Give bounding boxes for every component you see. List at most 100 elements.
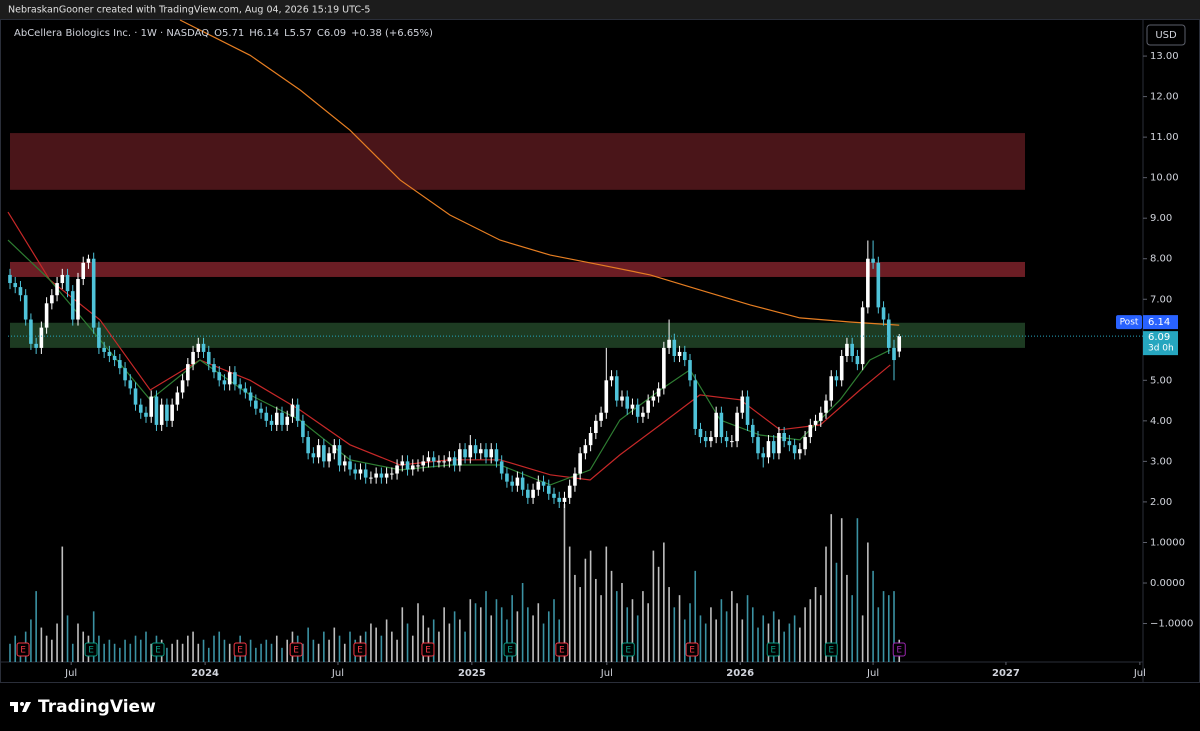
volume-bar xyxy=(699,615,702,662)
volume-bar xyxy=(302,643,304,662)
volume-bar xyxy=(56,623,58,662)
candle-body xyxy=(897,336,902,352)
candle-body xyxy=(798,449,802,454)
volume-bar xyxy=(197,643,200,662)
candle-body xyxy=(688,360,692,381)
candle-body xyxy=(463,449,467,458)
candle-body xyxy=(876,262,881,308)
candle-body xyxy=(620,396,624,401)
event-marker xyxy=(16,642,30,657)
candle-body xyxy=(698,428,703,438)
volume-bar xyxy=(464,631,466,662)
currency-box[interactable] xyxy=(1146,24,1186,46)
volume-bar xyxy=(500,607,503,662)
volume-bar xyxy=(401,607,404,662)
legend-title: AbCellera Biologics Inc. · 1W · NASDAQ xyxy=(14,28,209,39)
volume-bar xyxy=(469,599,472,662)
volume-bar xyxy=(788,623,791,662)
volume-bar xyxy=(840,518,843,662)
volume-bar xyxy=(647,603,649,662)
volume-bar xyxy=(448,623,451,662)
volume-bar xyxy=(757,627,759,662)
candle-body xyxy=(641,412,645,417)
volume-bar xyxy=(621,583,623,662)
event-label: E xyxy=(293,646,299,656)
volume-bar xyxy=(610,570,613,662)
candle-body xyxy=(290,404,295,417)
y-tick-label: 8.00 xyxy=(1150,254,1172,265)
candle-body xyxy=(808,424,813,438)
candle-body xyxy=(803,437,807,450)
candle-body xyxy=(515,477,520,486)
legend-value: C6.09 xyxy=(317,28,346,39)
volume-bar xyxy=(532,615,534,662)
volume-bar xyxy=(338,635,341,662)
candle-body xyxy=(546,485,551,494)
volume-bar xyxy=(605,546,608,662)
candle-body xyxy=(510,481,514,486)
candle-body xyxy=(421,461,426,466)
volume-bar xyxy=(103,643,105,662)
candle-body xyxy=(557,497,562,502)
volume-bar xyxy=(312,639,315,662)
candle-body xyxy=(301,420,305,438)
volume-bar xyxy=(804,607,806,662)
candle-body xyxy=(667,339,671,348)
candle-body xyxy=(478,449,483,454)
candle-body xyxy=(750,424,755,438)
candle-body xyxy=(756,437,760,454)
zone xyxy=(10,133,1025,190)
candle-body xyxy=(782,433,786,442)
candle-body xyxy=(186,364,190,381)
volume-bar xyxy=(134,635,137,662)
candle-body xyxy=(384,473,389,478)
candle-body xyxy=(34,343,38,348)
volume-bar xyxy=(370,623,372,662)
volume-bar xyxy=(527,607,529,662)
candle-body xyxy=(484,449,488,458)
volume-bar xyxy=(882,591,885,662)
volume-bar xyxy=(223,639,226,662)
countdown: 3d 0h xyxy=(1148,344,1174,354)
event-label: E xyxy=(20,646,26,656)
candle-body xyxy=(348,461,352,470)
candle-body xyxy=(573,473,577,486)
candle-body xyxy=(222,380,227,385)
volume-bar xyxy=(778,619,780,662)
candle-body xyxy=(860,307,865,365)
event-label: E xyxy=(625,646,631,656)
volume-bar xyxy=(187,635,189,662)
volume-bar xyxy=(113,643,116,662)
y2-tick-label: −1.0000 xyxy=(1150,619,1193,630)
post-tag-box xyxy=(1116,315,1142,330)
volume-bar xyxy=(270,643,273,662)
last-price-box xyxy=(1143,331,1178,356)
volume-bar xyxy=(417,603,419,662)
event-marker xyxy=(621,642,635,657)
candle-body xyxy=(86,258,91,263)
event-label: E xyxy=(896,646,902,656)
candle-body xyxy=(777,433,781,454)
candle-body xyxy=(442,461,446,463)
event-label: E xyxy=(88,646,94,656)
volume-bar xyxy=(317,643,320,662)
x-tick-label: Jul xyxy=(331,668,344,679)
candle-body xyxy=(567,485,572,498)
candle-body xyxy=(834,376,839,381)
volume-bar xyxy=(835,562,838,662)
candle-body xyxy=(599,412,603,421)
volume-bar xyxy=(176,639,179,662)
event-marker xyxy=(151,642,165,657)
volume-bar xyxy=(511,595,513,662)
candle-body xyxy=(651,396,656,401)
event-marker xyxy=(685,642,699,657)
volume-bar xyxy=(819,595,822,662)
candle-body xyxy=(175,392,180,405)
volume-bar xyxy=(228,643,231,662)
volume-bar xyxy=(830,514,833,662)
candle-body xyxy=(159,404,164,425)
event-label: E xyxy=(507,646,513,656)
candle-body xyxy=(724,437,729,442)
candle-body xyxy=(583,445,588,454)
